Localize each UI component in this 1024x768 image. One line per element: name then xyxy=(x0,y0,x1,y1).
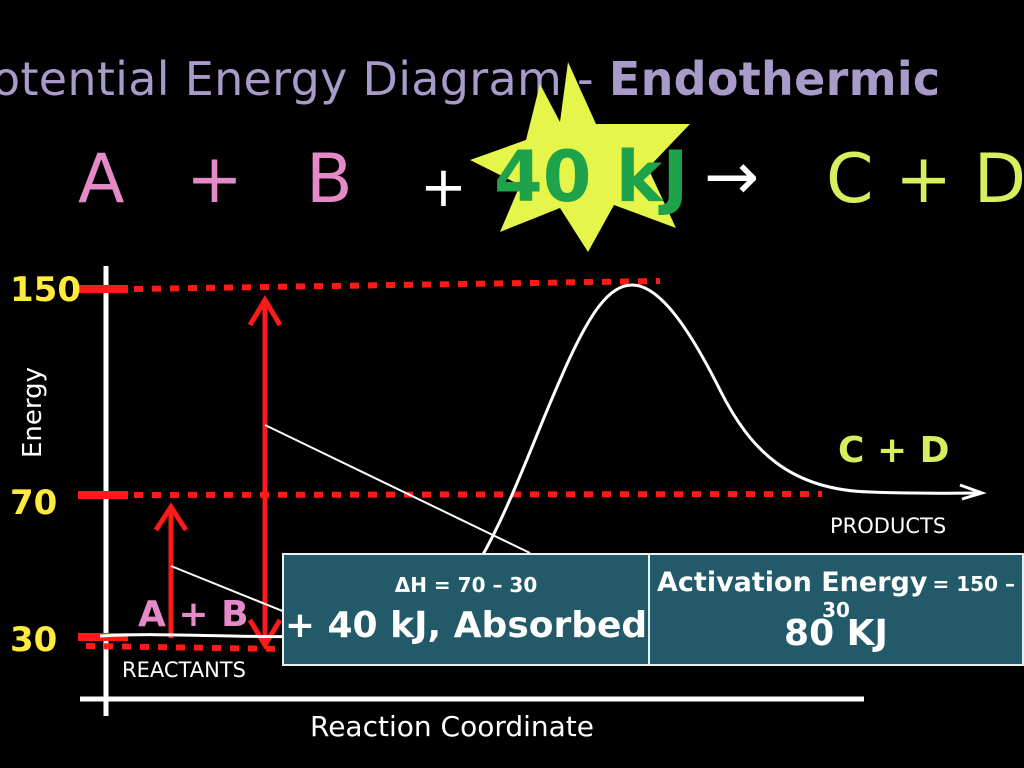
activation-energy-arrow xyxy=(247,295,283,650)
activation-energy-value: 80 KJ xyxy=(784,613,888,654)
delta-h-box: ΔH = 70 – 30 + 40 kJ, Absorbed xyxy=(282,553,650,666)
guide-70 xyxy=(133,491,823,498)
guide-150 xyxy=(133,278,661,292)
activation-energy-formula: = 150 – 30 xyxy=(822,572,1015,622)
y-tick-70: 70 xyxy=(10,483,58,523)
title-emphasis: Endothermic xyxy=(608,52,941,106)
activation-energy-heading: Activation Energy = 150 – 30 xyxy=(650,567,1022,622)
curve-end-arrowhead xyxy=(959,483,987,501)
equation-plus-1: + xyxy=(186,140,243,219)
delta-h-result: + 40 kJ, Absorbed xyxy=(284,605,648,646)
x-axis-label: Reaction Coordinate xyxy=(310,710,595,743)
equation-arrow: → xyxy=(704,138,760,215)
products-label: C + D xyxy=(838,430,950,471)
equation-reactant-b: B xyxy=(306,140,353,219)
activation-pointer-line xyxy=(264,424,531,554)
equation-plus-2: + xyxy=(420,155,467,220)
activation-energy-label: Activation Energy xyxy=(657,567,928,598)
y-tick-150: 150 xyxy=(10,270,81,310)
delta-h-pointer-line xyxy=(170,565,286,613)
delta-h-formula: ΔH = 70 – 30 xyxy=(394,573,538,597)
equation-reactant-a: A xyxy=(78,140,125,219)
activation-energy-box: Activation Energy = 150 – 30 80 KJ xyxy=(648,553,1024,666)
guide-30 xyxy=(85,643,281,652)
equation-energy-term: 40 kJ xyxy=(494,136,689,218)
energy-burst-star xyxy=(470,62,690,252)
equation-products: C + D xyxy=(826,140,1024,219)
slide-title: otential Energy Diagram - Endothermic xyxy=(0,52,940,106)
reactants-label: A + B xyxy=(138,594,249,635)
y-tick-30: 30 xyxy=(10,620,58,660)
y-axis-label: Energy xyxy=(18,366,48,458)
title-text: otential Energy Diagram - xyxy=(0,52,609,106)
reactants-caption: REACTANTS xyxy=(122,658,246,682)
delta-h-arrow xyxy=(153,502,189,638)
products-caption: PRODUCTS xyxy=(830,514,947,538)
